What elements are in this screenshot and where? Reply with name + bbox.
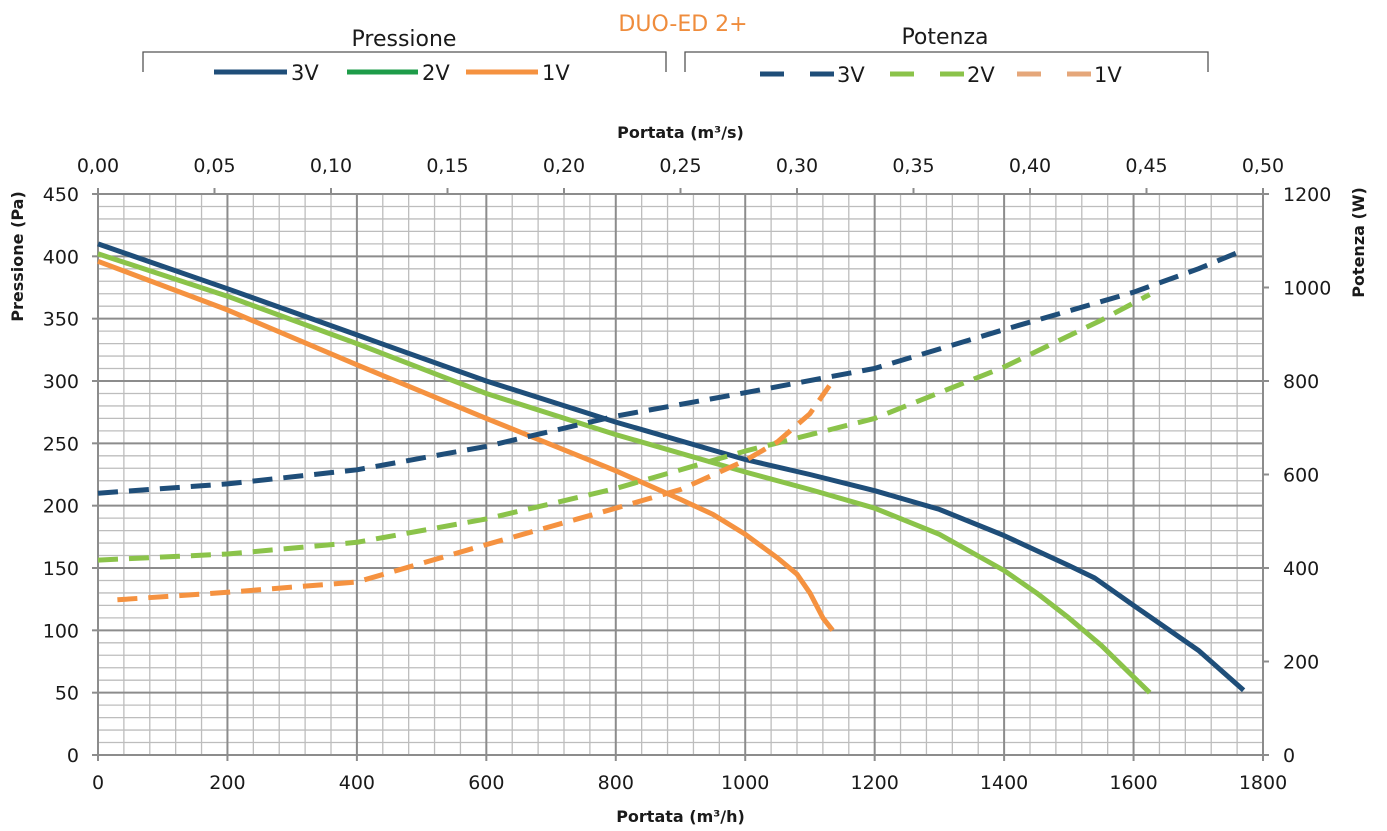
x-bottom-axis-title: Portata (m³/h) <box>616 807 745 826</box>
legend-title-potenza: Potenza <box>901 25 988 50</box>
x-top-tick-label: 0,30 <box>776 155 818 177</box>
pressione-1v-line <box>97 258 835 632</box>
x-bottom-tick-label: 1800 <box>1239 772 1287 794</box>
legend-bracket-pressione <box>142 51 667 72</box>
pressione-3v-line <box>97 241 1246 693</box>
legend-label-pressione-3v: 3V <box>291 61 319 85</box>
y-left-tick-label: 150 <box>43 558 79 580</box>
y-left-tick-label: 100 <box>43 620 79 642</box>
grid <box>97 193 1264 756</box>
x-top-axis-title: Portata (m³/s) <box>617 123 744 142</box>
legend: Pressione 3V 2V 1V Potenza 3V 2V 1V <box>142 25 1209 87</box>
potenza-3v-line <box>97 247 1245 496</box>
legend-label-potenza-3v: 3V <box>837 63 865 87</box>
x-top-tick-label: 0,50 <box>1242 155 1284 177</box>
x-top-tick-label: 0,20 <box>543 155 585 177</box>
y-left-tick-label: 350 <box>43 309 79 331</box>
x-bottom-tick-label: 0 <box>92 772 104 794</box>
series-layer <box>97 241 1246 695</box>
y-left-tick-label: 250 <box>43 433 79 455</box>
y-left-tick-label: 450 <box>43 184 79 206</box>
x-top-tick-label: 0,00 <box>77 155 119 177</box>
y-right-tick-label: 600 <box>1283 465 1319 487</box>
x-bottom-tick-label: 1400 <box>980 772 1028 794</box>
x-bottom-tick-label: 1600 <box>1109 772 1157 794</box>
x-top-tick-label: 0,05 <box>193 155 235 177</box>
legend-bracket-potenza <box>684 51 1209 72</box>
y-right-tick-label: 800 <box>1283 371 1319 393</box>
potenza-1v-line <box>117 384 832 603</box>
y-left-tick-label: 300 <box>43 371 79 393</box>
x-bottom-tick-label: 1000 <box>721 772 769 794</box>
y-left-tick-label: 50 <box>55 683 79 705</box>
legend-title-pressione: Pressione <box>352 27 457 52</box>
x-bottom-tick-label: 1200 <box>850 772 898 794</box>
y-left-tick-label: 400 <box>43 246 79 268</box>
x-top-tick-label: 0,25 <box>659 155 701 177</box>
y-right-axis-title: Potenza (W) <box>1349 187 1368 298</box>
x-top-tick-label: 0,45 <box>1125 155 1167 177</box>
potenza-2v-line <box>97 292 1151 563</box>
x-top-tick-label: 0,15 <box>426 155 468 177</box>
y-right-tick-label: 0 <box>1283 745 1295 767</box>
legend-label-potenza-2v: 2V <box>967 63 995 87</box>
legend-label-pressione-2v: 2V <box>422 61 450 85</box>
x-top-tick-label: 0,40 <box>1009 155 1051 177</box>
legend-label-pressione-1v: 1V <box>542 61 570 85</box>
y-left-tick-label: 200 <box>43 496 79 518</box>
x-top-tick-label: 0,35 <box>892 155 934 177</box>
plot-area <box>98 194 1263 755</box>
x-top-tick-label: 0,10 <box>310 155 352 177</box>
y-right-tick-label: 1200 <box>1283 184 1331 206</box>
y-right-tick-label: 400 <box>1283 558 1319 580</box>
x-bottom-tick-label: 800 <box>598 772 634 794</box>
x-bottom-tick-label: 600 <box>468 772 504 794</box>
chart-title: DUO-ED 2+ <box>618 12 747 37</box>
pressione-2v-line <box>97 251 1152 695</box>
y-right-tick-label: 200 <box>1283 652 1319 674</box>
x-bottom-tick-label: 400 <box>339 772 375 794</box>
x-bottom-tick-label: 200 <box>209 772 245 794</box>
legend-label-potenza-1v: 1V <box>1094 63 1122 87</box>
y-left-axis-title: Pressione (Pa) <box>8 191 27 322</box>
y-right-tick-label: 1000 <box>1283 278 1331 300</box>
y-left-tick-label: 0 <box>67 745 79 767</box>
